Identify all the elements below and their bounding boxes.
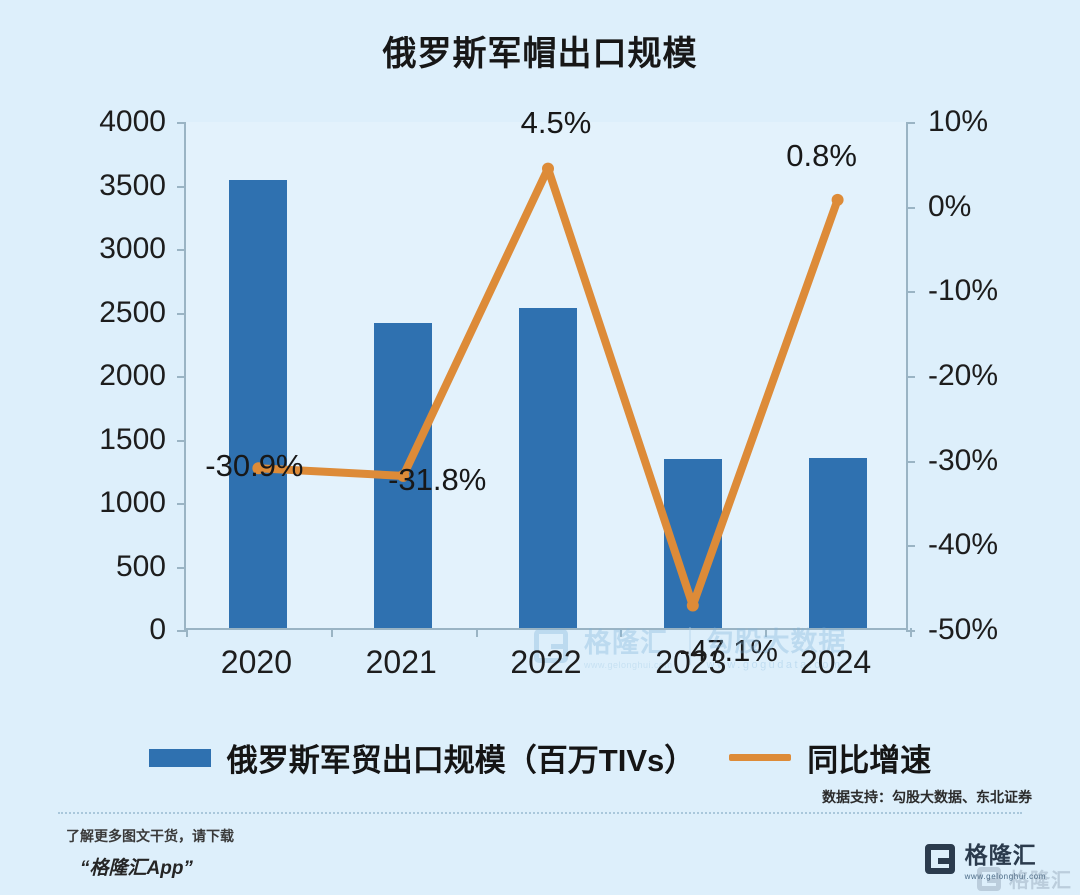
y-tick-left: [177, 439, 186, 442]
y-label-left-0: 0: [149, 613, 166, 646]
data-label-2021: -31.8%: [388, 461, 487, 497]
page-title: 俄罗斯军帽出口规模: [382, 35, 698, 73]
y-label-left-3500: 3500: [99, 168, 166, 202]
y-label-left-2500: 2500: [99, 295, 166, 329]
promo-line-1: 了解更多图文干货，请下载: [66, 828, 234, 844]
data-label-2024: 0.8%: [786, 137, 857, 173]
data-label-2023: -47.1%: [679, 633, 778, 669]
line-point-2023: [686, 599, 699, 612]
y-label-right--30%: -30%: [928, 443, 999, 477]
x-tick: [330, 628, 333, 637]
y-label-left-2000: 2000: [99, 359, 166, 392]
y-label-left-4000: 4000: [99, 105, 166, 138]
y-label-right--50%: -50%: [928, 613, 999, 646]
promo-line-2: “格隆汇App”: [80, 858, 193, 879]
x-label-2020: 2020: [220, 644, 292, 680]
x-tick: [765, 628, 768, 637]
source-note: 数据支持：勾股大数据、东北证券: [822, 789, 1032, 805]
bar-2020: [229, 179, 288, 628]
gelonghui-mark-icon: [924, 843, 955, 874]
line-point-2024: [831, 193, 844, 206]
y-tick-left: [177, 566, 186, 569]
y-tick-right: [906, 545, 915, 548]
bar-2022: [519, 307, 577, 628]
line-series: [252, 162, 844, 612]
logo-text: 格隆汇: [964, 842, 1037, 868]
x-axis-labels: 2020 2021 2022 2023 2024: [184, 644, 908, 690]
y-tick-left: [177, 503, 186, 505]
logo-text-ghost: 格隆汇: [1009, 870, 1072, 892]
y-label-right--20%: -20%: [928, 359, 999, 392]
growth-line: [254, 164, 842, 610]
legend-swatch-bar-icon: [148, 748, 211, 767]
y-tick-right: [906, 122, 915, 124]
y-tick-right: [906, 206, 915, 209]
y-label-left-500: 500: [115, 549, 166, 583]
x-label-2024: 2024: [800, 644, 872, 680]
legend-item-line[interactable]: 同比增速: [729, 735, 931, 780]
logo-url: www.gelonghui.com: [964, 872, 1046, 881]
x-tick: [475, 628, 478, 637]
legend-swatch-line-icon: [729, 754, 792, 761]
line-point-2022: [542, 162, 554, 175]
data-label-2022: 4.5%: [520, 104, 592, 140]
legend-label-line: 同比增速: [807, 743, 932, 778]
y-label-right-0%: 0%: [928, 189, 972, 223]
x-tick: [620, 628, 623, 637]
y-tick-left: [177, 185, 186, 188]
y-tick-left: [177, 630, 186, 632]
bar-2024: [808, 457, 867, 628]
y-label-right-10%: 10%: [928, 105, 989, 138]
x-label-2022: 2022: [510, 644, 582, 680]
legend-item-bar[interactable]: 俄罗斯军贸出口规模（百万TIVs）: [148, 735, 696, 780]
x-tick: [910, 628, 912, 637]
gelonghui-logo-ghost: 格隆汇: [977, 864, 1072, 893]
chart-legend: 俄罗斯军贸出口规模（百万TIVs） 同比增速: [0, 735, 1080, 780]
y-tick-right: [906, 291, 915, 294]
line-point-markers: [252, 162, 844, 612]
y-tick-left: [177, 122, 186, 124]
y-tick-left: [177, 376, 186, 378]
x-label-2021: 2021: [365, 644, 437, 680]
footer-promo: 了解更多图文干货，请下载 “格隆汇App”: [66, 826, 234, 880]
y-tick-left: [177, 312, 186, 315]
line-point-2021: [397, 469, 410, 482]
line-point-2020: [252, 462, 265, 475]
y-tick-left: [177, 249, 186, 251]
y-label-left-3000: 3000: [99, 232, 166, 265]
x-tick: [186, 628, 188, 637]
y-label-left-1000: 1000: [99, 486, 166, 519]
y-tick-right: [906, 460, 915, 463]
gelonghui-logo: 格隆汇 www.gelonghui.com: [924, 836, 1046, 881]
legend-label-bar: 俄罗斯军贸出口规模（百万TIVs）: [226, 743, 696, 778]
y-tick-right: [906, 376, 915, 378]
y-label-right--10%: -10%: [928, 274, 999, 308]
plot-area: -30.9% -31.8% 4.5% -47.1% 0.8% 格隆汇 www.gelon…: [177, 105, 915, 671]
y-label-left-1500: 1500: [99, 422, 166, 456]
x-label-2023: 2023: [655, 644, 727, 680]
footer-divider: [58, 812, 1022, 814]
gelonghui-mark-ghost-icon: [977, 866, 1001, 891]
data-label-2020: -30.9%: [205, 448, 304, 484]
y-label-right--40%: -40%: [928, 528, 999, 562]
